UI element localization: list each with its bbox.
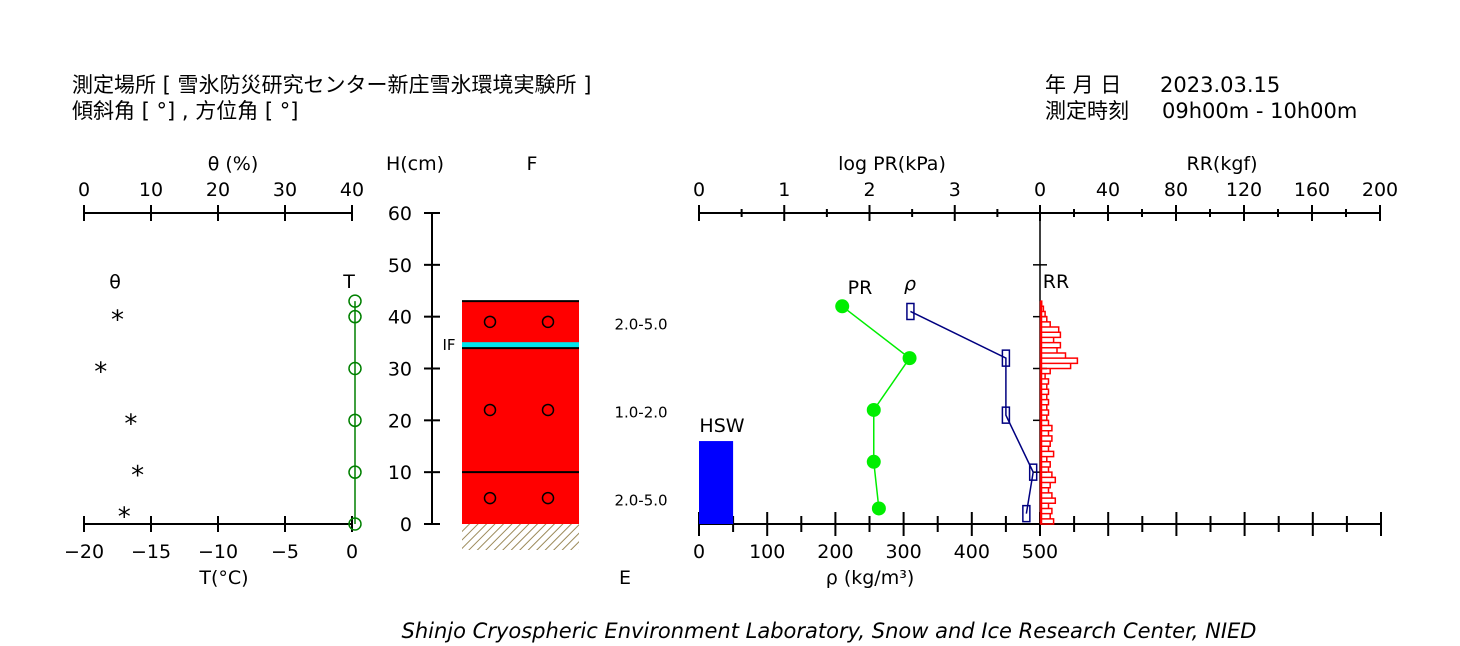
pr-density-rr-panel: log PR(kPa) RR(kgf) ρ (kg/m³) 0 1 2 3 0 40 80 1… [693,153,1398,589]
pr-tick-label: 1 [778,179,790,201]
density-tick-label: 0 [693,541,705,563]
temperature-point [348,294,362,308]
theta-tick-label: 10 [139,179,163,201]
height-tick-label: 40 [388,307,412,329]
grain-size-value: 2.0-5.0 [614,492,667,510]
height-tick-label: 30 [388,359,412,381]
density-tick-label: 500 [1022,541,1058,563]
pr-tick-label: 3 [949,179,961,201]
height-tick-label: 0 [400,514,412,536]
snow-column [462,301,579,524]
pr-point [866,402,881,417]
grain-shape-symbol [483,315,497,329]
theta-point: * [131,461,144,491]
density-tick-label: 400 [954,541,990,563]
theta-tick-label: 0 [78,179,90,201]
density-point [1022,504,1031,523]
theta-point: * [111,306,124,336]
hsw-label: HSW [699,415,744,437]
rr-tick-label: 120 [1226,179,1262,201]
temperature-point [348,465,362,479]
temperature-tick-label: 0 [346,541,358,563]
density-axis-label: ρ (kg/m³) [826,567,915,589]
temperature-tick-label: −5 [271,541,299,563]
time-value: 09h00m - 10h00m [1162,99,1357,123]
rr-tick-label: 160 [1294,179,1330,201]
angle-line: 傾斜角 [ °] , 方位角 [ °] [72,99,299,123]
grain-shape-symbol [541,315,555,329]
ice-layer-band [462,342,579,349]
temperature-series-label: T [342,271,355,293]
temperature-tick-label: −20 [64,541,104,563]
snow-profile-panel: H(cm) F E 0 10 20 30 40 50 60 IF 2.0-5.0 1.0-2.… [386,153,668,589]
theta-point: * [124,409,137,439]
grain-shape-symbol [541,403,555,417]
rr-tick-label: 40 [1096,179,1120,201]
hsw-bar [699,441,734,524]
grain-shape-label: F [527,153,538,175]
rr-axis-label: RR(kgf) [1187,153,1258,175]
theta-point: * [118,503,131,533]
temperature-point [348,413,362,428]
pr-point [902,351,917,366]
temperature-axis-label: T(°C) [198,567,248,589]
height-axis-label: H(cm) [386,153,444,175]
grain-shape-symbol [483,491,497,505]
ground-hatch [462,524,579,550]
pr-axis-label: log PR(kPa) [838,153,946,175]
density-point [906,302,915,321]
rr-profile [1040,300,1079,525]
height-tick-label: 10 [388,462,412,484]
theta-tick-label: 20 [206,179,230,201]
pr-point [866,454,881,469]
height-tick-label: 50 [388,255,412,277]
date-value: 2023.03.15 [1160,73,1280,97]
pr-point [835,299,850,314]
pr-tick-label: 0 [693,179,705,201]
density-point [1001,406,1011,424]
density-tick-label: 300 [885,541,921,563]
theta-axis-label: θ (%) [208,153,259,175]
temperature-point [348,361,362,376]
height-tick-label: 60 [388,203,412,225]
density-tick-label: 200 [817,541,853,563]
temperature-water-panel: θ (%) T(°C) 0 10 20 30 40 −20 −15 −10 −5 0 *****… [64,153,364,589]
time-label: 測定時刻 [1045,99,1129,123]
pr-tick-label: 0 [1034,179,1046,201]
temperature-point [348,309,362,324]
theta-tick-label: 30 [273,179,297,201]
rr-series-label: RR [1043,271,1069,293]
rr-tick-label: 80 [1164,179,1188,201]
grain-size-value: 1.0-2.0 [614,404,667,422]
density-series-label: ρ [904,273,916,295]
temperature-point [348,517,362,531]
density-tick-label: 100 [749,541,785,563]
ice-layer-label: IF [442,336,455,354]
rr-tick-label: 200 [1362,179,1398,201]
grain-size-label: E [619,567,631,589]
theta-series-label: θ [109,271,121,293]
density-point [1001,349,1011,367]
density-point [1028,463,1038,481]
pr-point [871,501,886,516]
credit-line: Shinjo Cryospheric Environment Laborator… [402,619,1257,643]
density-line [910,310,1034,514]
temperature-tick-label: −15 [131,541,171,563]
pr-series-label: PR [848,277,873,299]
grain-shape-symbol [541,491,555,505]
date-label: 年 月 日 [1045,73,1121,97]
pr-tick-label: 2 [863,179,875,201]
site-line: 測定場所 [ 雪氷防災研究センター新庄雪氷環境実験所 ] [72,73,591,97]
height-tick-label: 20 [388,410,412,432]
grain-shape-symbol [483,403,497,417]
theta-tick-label: 40 [340,179,364,201]
theta-point: * [94,358,107,388]
grain-size-value: 2.0-5.0 [614,315,667,333]
temperature-tick-label: −10 [198,541,238,563]
